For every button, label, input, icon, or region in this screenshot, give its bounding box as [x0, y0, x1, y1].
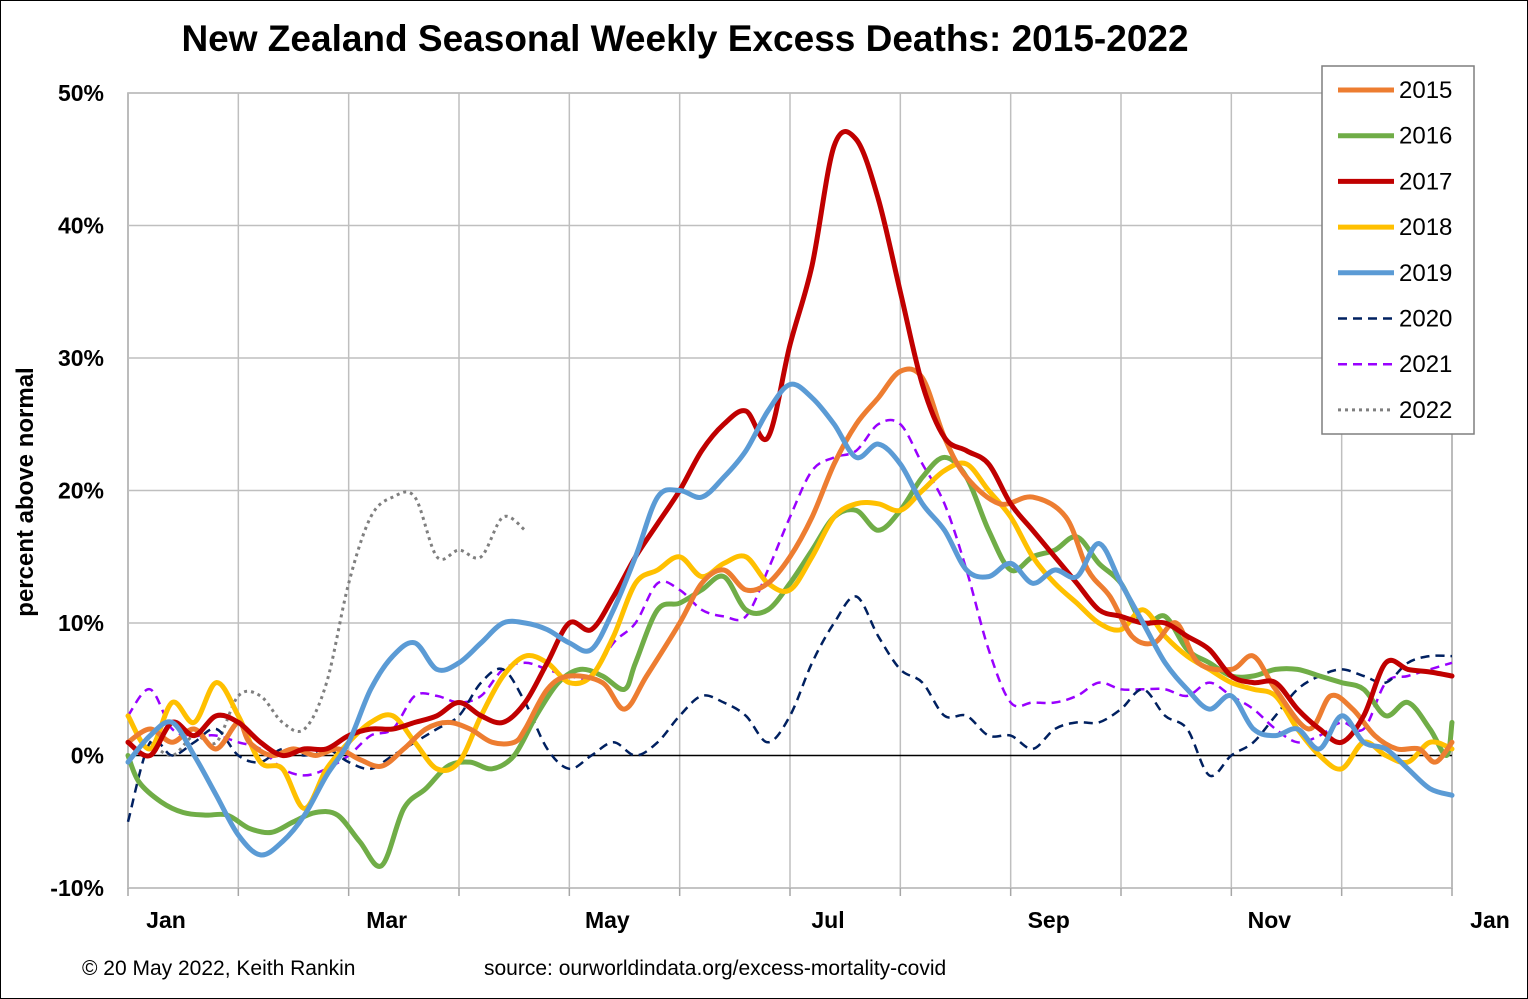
x-tick-label: Nov	[1248, 907, 1292, 933]
legend-label-2018: 2018	[1399, 214, 1452, 241]
source-text: source: ourworldindata.org/excess-mortal…	[484, 957, 947, 980]
series-line-2016	[125, 454, 1455, 869]
y-tick-label: 10%	[58, 610, 104, 636]
x-tick-label: Sep	[1028, 907, 1070, 933]
legend-label-2016: 2016	[1399, 123, 1452, 150]
y-tick-label: 40%	[58, 213, 104, 239]
legend-label-2021: 2021	[1399, 351, 1452, 378]
series-line-2019	[125, 381, 1455, 858]
axes: 50% 40% 30% 20% 10% 0% -10% Jan Mar May Jul Sep Nov J…	[12, 80, 1510, 933]
legend-label-2017: 2017	[1399, 168, 1452, 195]
x-tick-label: Mar	[366, 907, 407, 933]
series-line-2020	[126, 595, 1453, 823]
series-lines	[125, 129, 1455, 869]
x-tick-label: May	[585, 907, 630, 933]
x-tick-label: Jan	[1470, 907, 1510, 933]
y-tick-label: -10%	[50, 875, 104, 901]
y-tick-label: 50%	[58, 80, 104, 106]
y-tick-label: 30%	[58, 345, 104, 371]
legend-label-2020: 2020	[1399, 306, 1452, 333]
x-tick-label: Jan	[146, 907, 186, 933]
y-tick-label: 0%	[71, 743, 104, 769]
legend-label-2015: 2015	[1399, 77, 1452, 104]
legend-label-2019: 2019	[1399, 260, 1452, 287]
chart-title: New Zealand Seasonal Weekly Excess Death…	[181, 18, 1189, 59]
y-tick-label: 20%	[58, 478, 104, 504]
series-line-2015	[125, 366, 1455, 769]
y-axis-label: percent above normal	[12, 367, 39, 616]
legend: 2015 2016 2017 2018 2019 2020 2021 2022	[1321, 65, 1475, 435]
legend-box	[1321, 65, 1475, 435]
legend-label-2022: 2022	[1399, 397, 1452, 424]
x-tick-label: Jul	[811, 907, 844, 933]
copyright-text: © 20 May 2022, Keith Rankin	[82, 957, 356, 980]
